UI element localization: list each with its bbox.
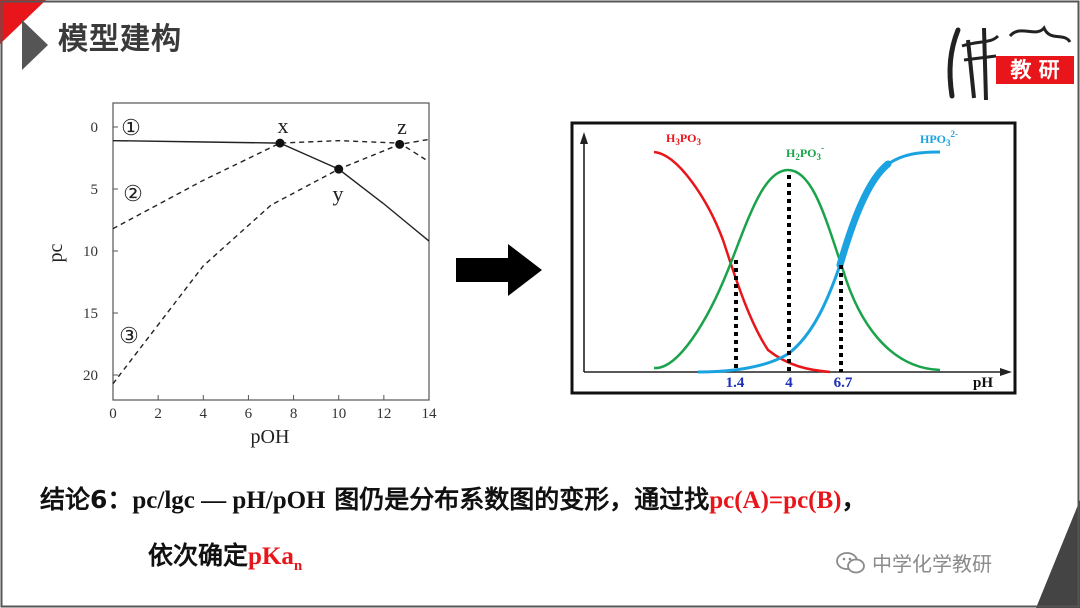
curve-label-1: ① — [121, 115, 141, 140]
tick-label-1-4: 1.4 — [726, 375, 745, 391]
species-label-hpo3: HPO32- — [920, 129, 958, 148]
x-tick-label: 8 — [290, 406, 298, 422]
left-chart-ylabel: pc — [45, 243, 67, 262]
x-tick-label: 2 — [154, 406, 162, 422]
curve-label-2: ② — [123, 181, 143, 206]
x-tick-label: 14 — [422, 406, 438, 422]
point-label-z: z — [397, 114, 407, 139]
x-axis-label-ph: pH — [973, 375, 993, 391]
left-chart-frame — [112, 102, 430, 401]
conclusion-pka: pKa — [248, 543, 294, 570]
curve-hpo3-thick — [836, 160, 892, 269]
logo-text: 教 研 — [1010, 58, 1060, 82]
x-tick-label: 10 — [331, 406, 346, 422]
conclusion-highlight: pc(A)=pc(B) — [709, 487, 842, 514]
species-label-h2po3: H2PO3- — [786, 143, 824, 162]
x-tick-label: 6 — [245, 406, 253, 422]
tick-label-6-7: 6.7 — [834, 375, 853, 391]
curve-label-3: ③ — [119, 323, 139, 348]
x-tick-label: 12 — [376, 406, 391, 422]
point-y — [334, 164, 344, 174]
left-chart-points — [275, 138, 405, 174]
conclusion-middle: 图仍是分布系数图的变形，通过找 — [325, 485, 710, 514]
pc-poh-chart: 0 2 4 6 8 10 12 14 0 5 10 15 20 pc pOH ① ② ③ x y z — [45, 102, 437, 448]
curve-2 — [112, 139, 430, 230]
right-chart-frame — [570, 121, 1017, 395]
y-tick-label: 20 — [83, 368, 98, 384]
watermark-text: 中学化学教研 — [872, 552, 992, 576]
logo-brush-icon — [947, 25, 1072, 101]
left-chart-curves — [112, 138, 430, 385]
conclusion-line2-prefix: 依次确定 — [148, 541, 249, 570]
slide-title: 模型建构 — [58, 22, 182, 57]
point-label-y: y — [333, 181, 344, 206]
left-chart-x-ticks: 0 2 4 6 8 10 12 14 — [109, 395, 437, 422]
curve-h2po3 — [653, 168, 941, 372]
wechat-icon — [836, 551, 865, 573]
title-marker — [22, 20, 48, 70]
conclusion-line-2: 依次确定pKan — [148, 536, 302, 575]
curve-1 — [112, 139, 430, 242]
conclusion-suffix: ， — [841, 485, 867, 514]
tick-label-4: 4 — [785, 375, 793, 391]
curve-3 — [112, 138, 430, 385]
x-tick-label: 0 — [109, 406, 117, 422]
corner-triangle-bottom-right — [1036, 500, 1080, 608]
x-tick-label: 4 — [200, 406, 208, 422]
y-tick-label: 10 — [83, 244, 98, 260]
left-chart-xlabel: pOH — [251, 426, 290, 448]
conclusion-prefix: 结论6： — [40, 485, 133, 514]
point-z — [395, 139, 405, 149]
point-label-x: x — [278, 113, 289, 138]
y-tick-label: 5 — [91, 182, 99, 198]
point-x — [275, 138, 285, 148]
conclusion-line-1: 结论6：pc/lgc — pH/pOH 图仍是分布系数图的变形，通过找pc(A)… — [40, 480, 867, 516]
conclusion-formula: pc/lgc — pH/pOH — [132, 487, 326, 514]
watermark: 中学化学教研 — [836, 548, 992, 577]
left-chart-y-ticks: 0 5 10 15 20 — [83, 120, 118, 384]
logo: 教 研 — [940, 10, 1076, 102]
y-tick-label: 15 — [83, 306, 98, 322]
logo-badge: 教 研 — [996, 56, 1074, 84]
species-label-h3po3: H3PO3 — [666, 131, 702, 147]
y-axis-arrow-icon — [580, 132, 588, 144]
conclusion-pka-sub: n — [293, 558, 303, 574]
y-tick-label: 0 — [91, 120, 99, 136]
distribution-chart: 1.4 4 6.7 pH H3PO3 H2PO3- HPO32- — [570, 121, 1017, 395]
x-axis-arrow-icon — [1000, 368, 1012, 376]
right-arrow-icon — [456, 244, 542, 296]
